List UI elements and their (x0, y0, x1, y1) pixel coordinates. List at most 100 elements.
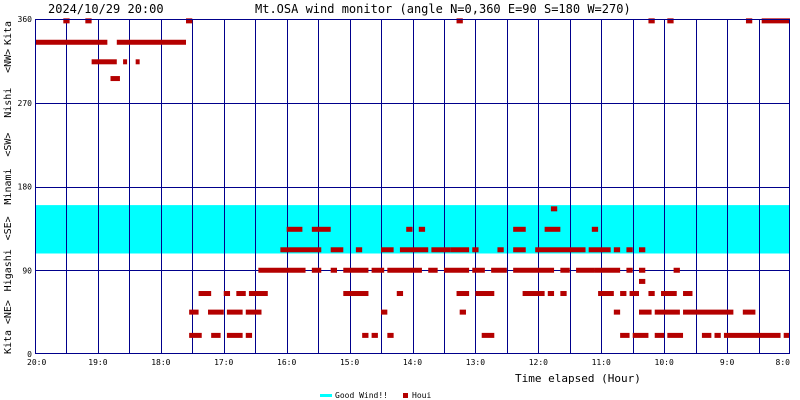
houi-point (673, 267, 680, 273)
houi-point (613, 309, 621, 315)
houi-point (406, 226, 413, 232)
houi-point (535, 247, 586, 253)
houi-point (343, 291, 369, 297)
houi-point (475, 291, 495, 297)
houi-point (683, 309, 734, 315)
y-tick-label: 90 (22, 266, 32, 275)
houi-point (381, 247, 394, 253)
houi-point (459, 309, 466, 315)
legend-good-wind-swatch (320, 394, 332, 397)
houi-point (472, 247, 479, 253)
houi-point (626, 247, 633, 253)
houi-point (387, 332, 394, 338)
x-tick-label: 12:0 (529, 358, 548, 367)
houi-point (186, 18, 193, 24)
houi-point (431, 247, 451, 253)
houi-point (683, 291, 693, 297)
houi-point (742, 309, 756, 315)
houi-point (189, 309, 199, 315)
houi-point (443, 267, 470, 273)
x-tick-label: 17:0 (214, 358, 233, 367)
y-tick-labels: 0 90 180 270 360 (18, 15, 33, 359)
y-direction-label: <SE> (3, 216, 14, 240)
x-tick-label: 19:0 (88, 358, 107, 367)
houi-point (387, 267, 413, 273)
houi-point (223, 291, 231, 297)
plot-frame (35, 19, 790, 354)
houi-point (588, 247, 611, 253)
y-tick-label: 0 (27, 350, 32, 359)
houi-point (91, 59, 117, 65)
houi-point (723, 332, 781, 338)
datetime-label: 2024/10/29 20:00 (48, 2, 164, 16)
houi-point (63, 18, 70, 24)
houi-point (381, 309, 388, 315)
houi-point (761, 18, 790, 24)
houi-point (598, 291, 614, 297)
houi-point (547, 291, 555, 297)
houi-point (258, 267, 306, 273)
x-tick-label: 13:0 (466, 358, 485, 367)
houi-point (491, 267, 507, 273)
y-direction-label: <NE> (3, 300, 14, 324)
legend-good-wind-label: Good Wind!! (335, 391, 388, 400)
houi-point (654, 309, 680, 315)
houi-point (560, 291, 567, 297)
houi-point (745, 18, 753, 24)
houi-point (85, 18, 92, 24)
houi-point (245, 332, 253, 338)
houi-point (236, 291, 246, 297)
houi-point (456, 18, 463, 24)
x-tick-label: 11:0 (592, 358, 611, 367)
y-direction-label: Higashi (3, 249, 14, 291)
x-tick-label: 14:0 (403, 358, 422, 367)
houi-point (613, 247, 621, 253)
houi-point (123, 59, 128, 65)
houi-point (286, 226, 303, 232)
x-tick-label: 9:0 (720, 358, 735, 367)
houi-point (428, 267, 438, 273)
houi-point (396, 291, 404, 297)
y-direction-label: Kita (3, 330, 14, 354)
houi-point (576, 267, 595, 273)
houi-point (481, 332, 495, 338)
houi-point (226, 332, 243, 338)
houi-point (472, 267, 485, 273)
houi-point (648, 18, 655, 24)
houi-point (550, 206, 558, 212)
houi-point (632, 332, 649, 338)
houi-point (248, 291, 268, 297)
houi-point (198, 291, 212, 297)
houi-point (667, 332, 684, 338)
houi-point (208, 309, 224, 315)
houi-point (311, 267, 322, 273)
houi-point (639, 247, 646, 253)
houi-point (355, 247, 363, 253)
x-tick-labels: 20:0 19:0 18:0 17:0 16:0 15:0 14:0 13:0 12:0 11:0… (27, 358, 790, 367)
y-tick-label: 360 (18, 15, 33, 24)
houi-point (544, 226, 561, 232)
houi-point (343, 267, 369, 273)
houi-point (629, 291, 639, 297)
houi-point (513, 267, 555, 273)
houi-point (522, 291, 545, 297)
houi-point (245, 309, 262, 315)
houi-point (513, 226, 526, 232)
houi-point (226, 309, 243, 315)
y-direction-label: Nishi (3, 88, 14, 118)
legend-houi-swatch (403, 393, 408, 398)
houi-point (594, 267, 621, 273)
houi-point (648, 291, 655, 297)
houi-point (639, 309, 652, 315)
houi-point (399, 247, 429, 253)
houi-point (497, 247, 504, 253)
grid (35, 19, 790, 354)
houi-point (280, 247, 322, 253)
houi-point (456, 291, 470, 297)
houi-point (620, 291, 627, 297)
legend: Good Wind!! Houi (320, 391, 431, 400)
houi-point (311, 226, 331, 232)
houi-points (35, 18, 790, 338)
houi-point (701, 332, 712, 338)
